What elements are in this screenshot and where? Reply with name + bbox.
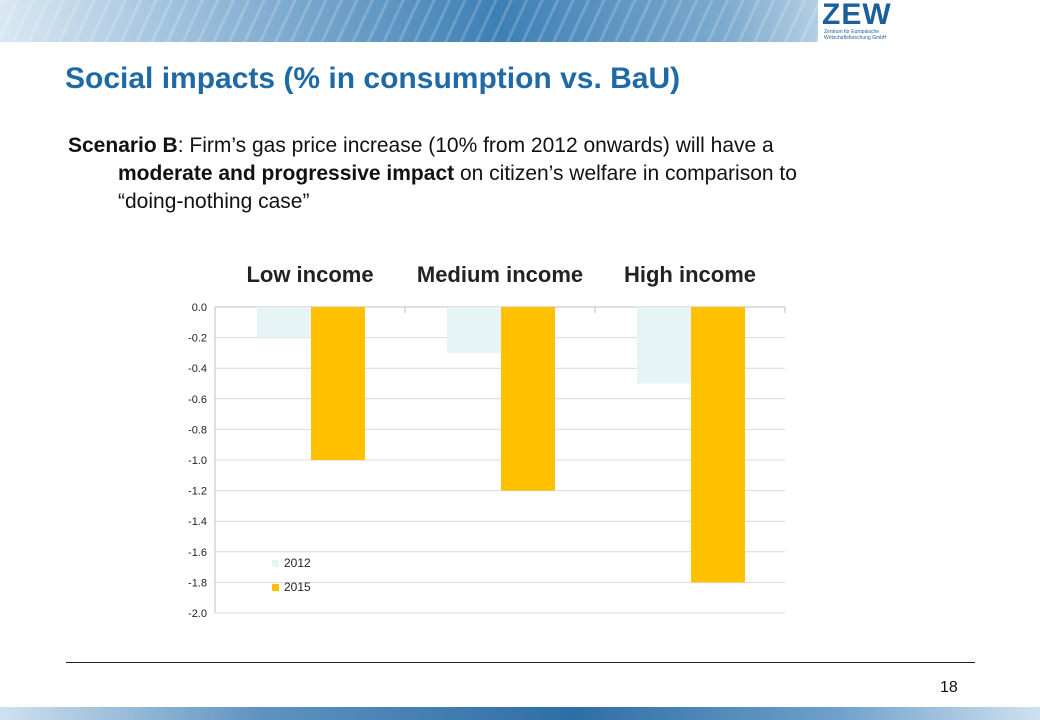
site-url: www.zew.de · www.zew.eu <box>906 14 977 38</box>
chart-svg: 0.0 -0.2 -0.4 -0.6 -0.8 -1.0 -1.2 -1.4 -1.6 -1.8 -… <box>188 262 786 620</box>
y-tick-label: -0.6 <box>188 394 207 406</box>
scenario-text-part1: : Firm’s gas price increase (10% from 20… <box>177 134 774 157</box>
category-label: High income <box>624 262 756 287</box>
footer-divider <box>66 662 975 663</box>
bar-2012-low-income <box>257 307 311 338</box>
y-tick-label: -0.4 <box>188 363 207 375</box>
legend-label: 2012 <box>284 556 311 570</box>
bar-2015-high-income <box>691 307 745 583</box>
logo-subtitle: Zentrum für Europäische Wirtschaftsforsc… <box>824 29 887 41</box>
y-tick-label: -2.0 <box>188 608 207 620</box>
scenario-text-part3: “doing-nothing case” <box>118 190 310 213</box>
bar-chart: 0.0 -0.2 -0.4 -0.6 -0.8 -1.0 -1.2 -1.4 -1.6 -1.8 -… <box>160 250 800 630</box>
y-tick-label: -0.2 <box>188 333 207 345</box>
legend-label: 2015 <box>284 580 311 594</box>
bar-2015-low-income <box>311 307 365 460</box>
slide-title: Social impacts (% in consumption vs. BaU… <box>65 62 681 95</box>
y-tick-label: -1.2 <box>188 486 207 498</box>
y-tick-label: -0.8 <box>188 424 207 436</box>
legend-swatch <box>272 584 279 591</box>
scenario-label: Scenario B <box>68 134 178 157</box>
category-label: Medium income <box>417 262 583 287</box>
scenario-text-part2: on citizen’s welfare in comparison to <box>454 162 797 185</box>
legend-swatch <box>272 560 279 567</box>
bar-2015-medium-income <box>501 307 555 491</box>
scenario-text: Scenario B: Firm’s gas price increase (1… <box>68 132 974 216</box>
y-tick-label: -1.0 <box>188 455 207 467</box>
category-label: Low income <box>246 262 373 287</box>
impact-highlight: moderate and progressive impact <box>118 162 455 185</box>
y-tick-label: 0.0 <box>192 302 207 314</box>
y-tick-label: -1.4 <box>188 516 207 528</box>
y-tick-label: -1.8 <box>188 577 207 589</box>
footer-banner <box>0 707 1040 720</box>
bar-2012-medium-income <box>447 307 501 353</box>
logo-text: ZEW <box>822 0 892 31</box>
page-number: 18 <box>940 679 958 696</box>
y-tick-label: -1.6 <box>188 547 207 559</box>
bar-2012-high-income <box>637 307 691 384</box>
zew-logo: ZEW Zentrum für Europäische Wirtschaftsf… <box>818 0 902 42</box>
